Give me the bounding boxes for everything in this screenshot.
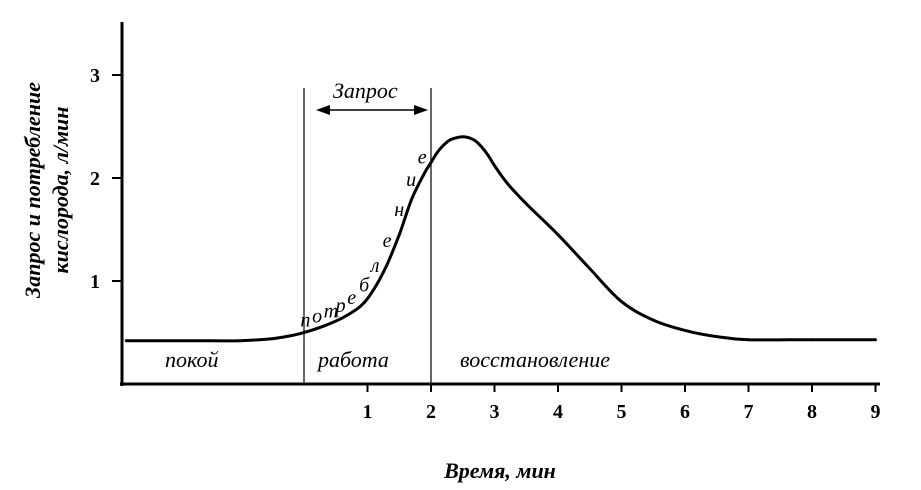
curve-point: [810, 338, 814, 342]
y-tick-label-3: 3: [90, 65, 100, 87]
curve-point: [124, 339, 128, 343]
y-tick-label-1: 1: [90, 271, 100, 293]
curve-point: [270, 337, 274, 341]
x-tick-label-8: 8: [807, 401, 817, 423]
curve-letter: л: [370, 255, 380, 277]
x-tick-label-5: 5: [617, 401, 627, 423]
curve-point: [486, 153, 490, 157]
x-tick-label-1: 1: [363, 401, 373, 423]
curve-point: [359, 304, 363, 308]
curve-letter: н: [394, 199, 404, 221]
curve-point: [340, 316, 344, 320]
curve-letter: о: [312, 306, 322, 328]
curve-point: [493, 164, 496, 168]
curve-point: [461, 135, 465, 139]
curve-point: [556, 233, 560, 237]
phase-boundaries: [303, 88, 432, 384]
curve-point: [683, 329, 687, 332]
x-ticks: 1 2 3 4 5 6 7 8 9: [363, 384, 881, 423]
x-tick-label-4: 4: [553, 401, 563, 423]
curve-letter: е: [347, 287, 356, 309]
curve-point: [480, 145, 484, 149]
curve-letter: р: [334, 295, 346, 317]
curve-point: [474, 139, 477, 143]
x-tick-label-9: 9: [871, 401, 881, 423]
curve-point: [448, 138, 452, 142]
phase-label-recovery: восстановление: [460, 347, 610, 372]
curve-letter: т: [324, 301, 338, 323]
phase-label-rest: покой: [165, 347, 218, 372]
curve-point: [442, 143, 446, 147]
curve-point: [467, 136, 471, 140]
curve-point: [436, 150, 439, 154]
curve-point: [620, 300, 623, 303]
curve-point: [874, 338, 877, 342]
curve-point: [397, 233, 401, 237]
curve-annotation-letters: п о тр ебление: [300, 147, 426, 332]
y-axis-title: Запрос и потребление кислорода, л/мин: [20, 82, 73, 299]
curve-point: [651, 318, 655, 322]
curve-letter: е: [383, 230, 392, 252]
curve-point: [715, 335, 719, 338]
curve-point: [747, 338, 750, 342]
curve-letter: и: [406, 169, 416, 191]
curve-point: [207, 339, 211, 343]
y-axis-title-line1: Запрос и потребление: [20, 82, 45, 299]
curve-points: [124, 135, 877, 343]
x-tick-label-2: 2: [426, 401, 436, 423]
request-arrow: [316, 105, 428, 115]
y-ticks: 1 2 3: [90, 65, 123, 293]
curve-point: [524, 202, 528, 206]
curve-point: [289, 334, 293, 337]
curve-letter: е: [418, 147, 427, 169]
curve-point: [588, 267, 592, 270]
y-tick-label-2: 2: [90, 168, 100, 190]
oxygen-curve-line: [126, 135, 876, 343]
curve-letter: б: [359, 274, 370, 296]
x-tick-label-7: 7: [744, 401, 754, 423]
curve-letter: п: [300, 309, 310, 331]
curve-point: [505, 181, 509, 185]
curve-point: [410, 197, 414, 201]
curve-point: [455, 136, 458, 140]
curve-point: [302, 331, 306, 334]
phase-label-work: работа: [316, 347, 389, 372]
x-tick-label-3: 3: [490, 401, 500, 423]
request-label: Запрос: [333, 78, 398, 103]
curve-point: [423, 171, 426, 175]
y-axis-title-line2: кислорода, л/мин: [48, 107, 73, 274]
x-tick-label-6: 6: [680, 401, 690, 423]
curve-point: [372, 287, 376, 291]
curve-point: [239, 339, 242, 343]
x-axis-title: Время, мин: [443, 458, 556, 483]
curve-point: [429, 161, 433, 165]
curve-point: [321, 324, 325, 328]
curve-point: [385, 264, 388, 267]
